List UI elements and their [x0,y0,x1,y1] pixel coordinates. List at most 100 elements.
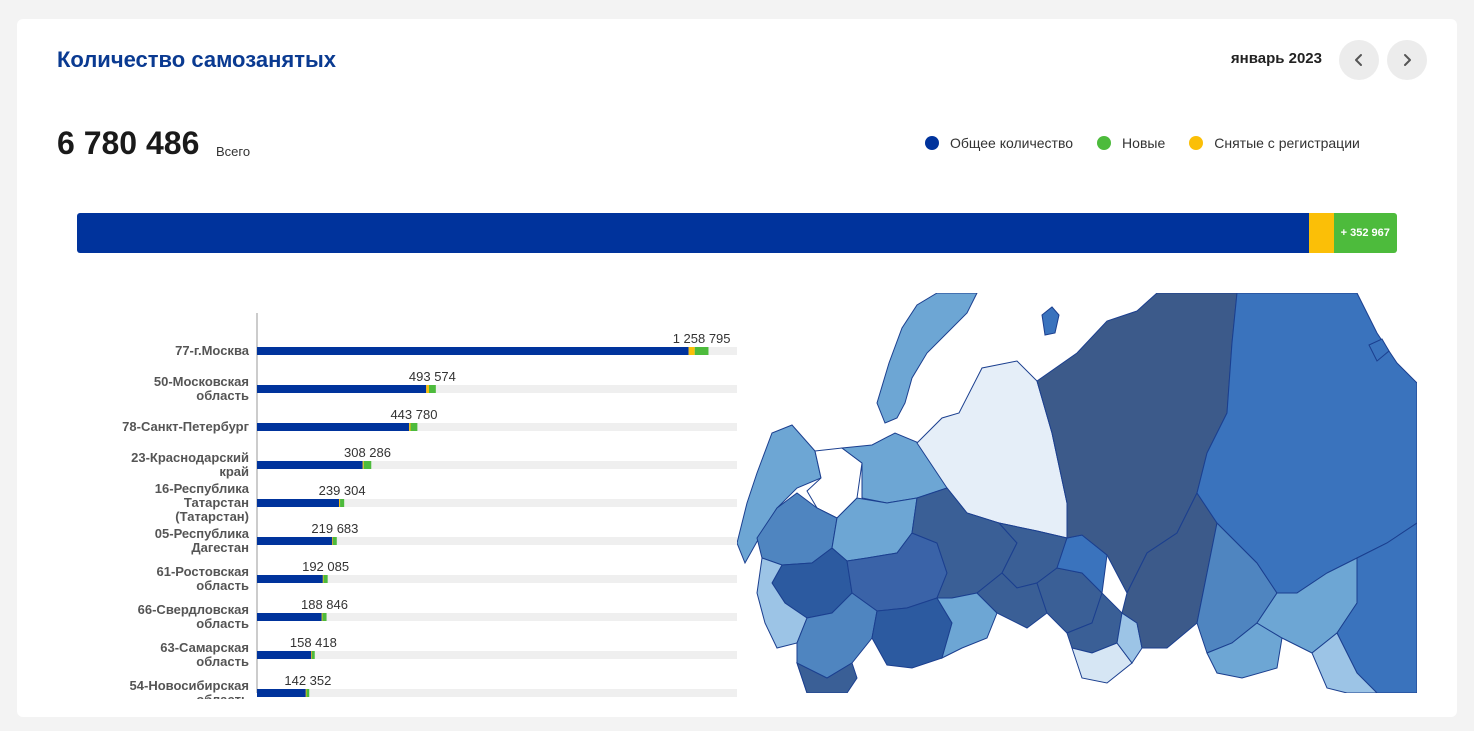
summary-segment-total [77,213,1309,253]
period-label: январь 2023 [1230,50,1322,67]
bar-total[interactable] [257,347,689,355]
summary-segment-removed [1308,213,1334,253]
bar-removed[interactable] [305,689,307,697]
legend-item-removed: Снятые с регистрации [1189,135,1360,151]
bar-track [257,461,737,469]
legend-item-new: Новые [1097,135,1165,151]
bar-new[interactable] [306,689,310,697]
regions-bar-chart: 1 258 795 77-г.Москва 493 574 50-Московская… [122,313,737,699]
bar-total[interactable] [257,385,427,393]
legend-label-new: Новые [1122,135,1166,151]
legend-dot-removed [1189,136,1204,150]
map-region-amur-khabarovsk[interactable] [1336,522,1417,693]
card: Количество самозанятых январь 2023 6 780… [17,19,1457,717]
bar-new[interactable] [333,537,337,545]
bar-track [257,613,737,621]
bar-new[interactable] [340,499,345,507]
map-region-caucasus[interactable] [796,662,858,693]
category-label: область [196,388,249,403]
category-label: 63-Самарская [160,640,249,655]
bar-track [257,537,737,545]
bar-new[interactable] [363,461,372,469]
bar-total[interactable] [257,537,333,545]
bar-track [257,423,737,431]
bar-total[interactable] [257,499,340,507]
legend-dot-new [1097,136,1112,150]
bar-total[interactable] [257,575,323,583]
bar-total[interactable] [257,461,363,469]
category-label: край [219,464,249,479]
bar-track [257,651,737,659]
map-region-north-peninsula[interactable] [876,293,978,424]
category-label: 77-г.Москва [175,343,250,358]
russia-regions-map [737,293,1417,693]
total-label: Всего [216,144,251,159]
legend-item-total: Общее количество [925,135,1073,151]
legend-label-total: Общее количество [950,135,1074,151]
summary-bar: + 352 967 [77,213,1397,253]
bar-track [257,689,737,697]
bar-removed[interactable] [339,499,341,507]
bar-value-label: 308 286 [344,445,391,460]
total-count: 6 780 486 [57,125,200,161]
bar-removed[interactable] [332,537,334,545]
chevron-right-icon [1404,54,1411,66]
bar-new[interactable] [323,575,328,583]
category-label: 61-Ростовская [157,564,250,579]
bar-total[interactable] [257,689,306,697]
legend-label-removed: Снятые с регистрации [1214,135,1360,151]
bar-total[interactable] [257,613,322,621]
category-label: 50-Московская [154,374,249,389]
bar-total[interactable] [257,651,312,659]
bar-value-label: 1 258 795 [673,331,731,346]
bar-value-label: 239 304 [319,483,366,498]
bar-removed[interactable] [688,347,695,355]
map-region-far-east-coast[interactable] [1311,632,1378,693]
bar-new[interactable] [694,347,709,355]
bar-value-label: 443 780 [390,407,437,422]
category-label: (Татарстан) [175,509,249,524]
page-title: Количество самозанятых [57,47,337,72]
summary-segment-new: + 352 967 [1333,213,1397,253]
map-region-island-2[interactable] [1368,338,1390,362]
next-period-button[interactable] [1387,40,1427,80]
legend-dot-total [925,136,939,150]
bar-new[interactable] [410,423,418,431]
category-label: область [196,616,249,631]
bar-new[interactable] [322,613,327,621]
bar-removed[interactable] [311,651,313,659]
bar-track [257,499,737,507]
category-label: 66-Свердловская [138,602,249,617]
bar-track [257,385,737,393]
bar-track [257,575,737,583]
bar-removed[interactable] [426,385,429,393]
map-region-island-1[interactable] [1041,306,1060,336]
prev-period-button[interactable] [1339,40,1379,80]
category-label: 54-Новосибирская [130,678,249,693]
bar-value-label: 493 574 [409,369,456,384]
category-label: Татарстан [184,495,249,510]
bar-new[interactable] [312,651,315,659]
map-region-buryatia[interactable] [1206,622,1283,679]
category-label: 78-Санкт-Петербург [122,419,249,434]
category-label: область [196,692,249,699]
category-label: область [196,654,249,669]
bar-removed[interactable] [409,423,411,431]
bar-value-label: 188 846 [301,597,348,612]
category-label: 23-Краснодарский [131,450,249,465]
bar-value-label: 158 418 [290,635,337,650]
bar-value-label: 142 352 [284,673,331,688]
bar-value-label: 192 085 [302,559,349,574]
bar-new[interactable] [428,385,436,393]
bar-total[interactable] [257,423,410,431]
map-region-bashkortostan[interactable] [936,592,998,659]
category-label: 05-Республика [155,526,250,541]
category-label: Дагестан [191,540,249,555]
category-label: 16-Республика [155,481,250,496]
bar-removed[interactable] [322,575,324,583]
bar-removed[interactable] [321,613,323,621]
bar-value-label: 219 683 [311,521,358,536]
legend: Общее количество Новые Снятые с регистра… [925,135,1360,151]
bar-removed[interactable] [362,461,364,469]
chevron-left-icon [1355,54,1362,66]
